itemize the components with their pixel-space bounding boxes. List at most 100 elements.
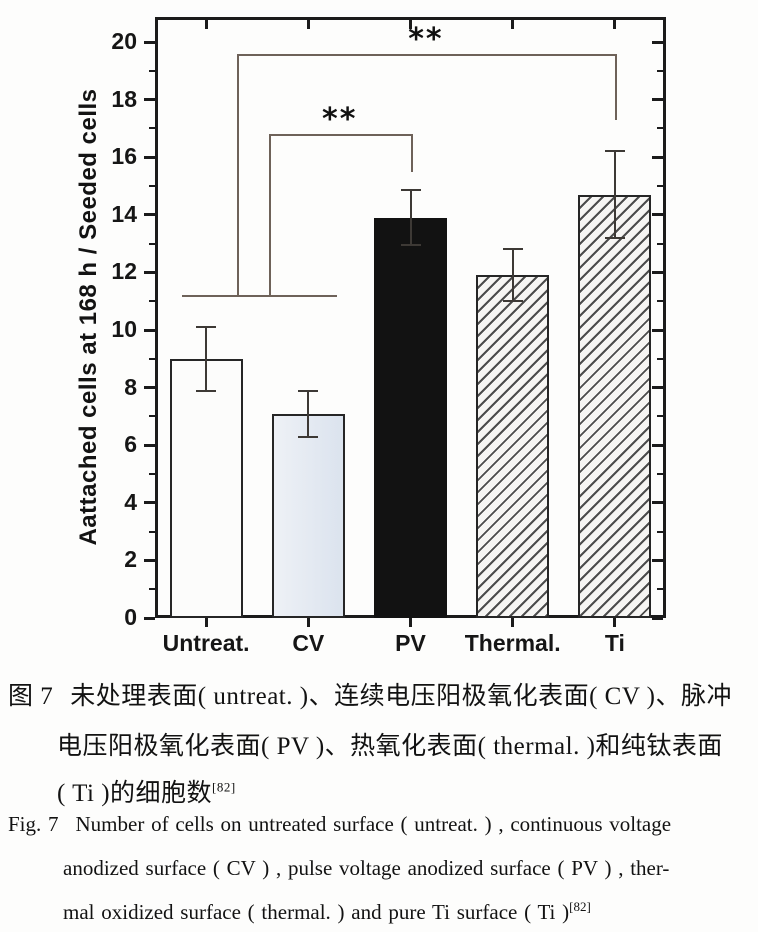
x-tick-bottom (409, 618, 412, 627)
y-tick-left (144, 443, 155, 447)
y-tick-right (657, 69, 663, 72)
error-bar-cap-bottom (196, 389, 217, 392)
y-tick-label: 10 (111, 316, 137, 343)
y-tick-right (657, 473, 663, 475)
error-bar-line (307, 390, 310, 437)
caption-zh-tag: 图 7 (8, 683, 54, 710)
y-tick-label: 2 (124, 546, 137, 573)
y-tick-left (149, 69, 155, 72)
caption-zh-text2: 电压阳极氧化表面( PV )、热氧化表面( thermal. )和纯钛表面 (57, 733, 723, 760)
y-tick-right (652, 270, 663, 274)
caption-zh-text3: ( Ti )的细胞数 (57, 780, 213, 807)
y-tick-left (149, 530, 155, 533)
error-bar-line (511, 249, 514, 302)
bracket-stem-right (410, 134, 413, 172)
bar-untreat (169, 358, 243, 618)
error-bar-cap-bottom (502, 300, 523, 303)
bar-ti (578, 194, 652, 618)
error-bar-cap-top (502, 248, 523, 251)
y-tick-label: 0 (124, 604, 137, 630)
caption-en-line3: mal oxidized surface ( thermal. ) and pu… (63, 899, 591, 925)
error-bar-cap-top (400, 189, 421, 192)
caption-en-line1: Fig. 7 Number of cells on untreated surfa… (8, 812, 671, 837)
x-category-label: Thermal. (464, 630, 561, 656)
y-tick-label: 8 (124, 373, 137, 400)
y-tick-label: 12 (111, 258, 137, 285)
y-tick-left (149, 300, 155, 303)
caption-en-reference: [82] (569, 899, 591, 914)
x-tick-top (204, 20, 208, 29)
y-tick-right (657, 415, 663, 418)
y-tick-right (652, 155, 663, 159)
significance-label: ** (408, 21, 444, 57)
y-tick-right (657, 530, 663, 533)
y-tick-right (652, 616, 663, 620)
y-tick-label: 16 (111, 143, 137, 170)
y-tick-right (657, 300, 663, 303)
y-tick-right (652, 386, 663, 390)
error-bar-cap-bottom (400, 244, 421, 247)
comparison-base-line (182, 295, 337, 298)
y-tick-left (144, 328, 155, 332)
error-bar-cap-top (298, 389, 319, 392)
caption-zh-line3: ( Ti )的细胞数[82] (57, 773, 236, 809)
x-tick-bottom (511, 618, 515, 627)
y-tick-right (652, 213, 663, 217)
bracket-horizontal (269, 134, 413, 137)
error-bar-line (205, 327, 208, 391)
y-tick-right (652, 328, 663, 332)
y-tick-label: 20 (111, 28, 137, 55)
y-tick-left (149, 415, 155, 418)
y-tick-right (652, 501, 663, 505)
bracket-horizontal (237, 53, 617, 56)
caption-en-text3: mal oxidized surface ( thermal. ) and pu… (63, 900, 570, 924)
caption-en-text2: anodized surface ( CV ) , pulse voltage … (63, 856, 670, 880)
error-bar-cap-top (604, 150, 625, 153)
bracket-stem-left (237, 53, 239, 296)
bar-pv (374, 217, 447, 618)
bar-thermal (476, 275, 550, 618)
y-tick-right (657, 357, 663, 360)
error-bar-cap-bottom (298, 435, 319, 438)
bracket-stem-right (614, 53, 617, 120)
y-tick-left (149, 242, 155, 245)
y-tick-left (144, 213, 155, 217)
caption-en-text1: Number of cells on untreated surface ( u… (75, 812, 672, 836)
caption-zh-line2: 电压阳极氧化表面( PV )、热氧化表面( thermal. )和纯钛表面 (57, 726, 723, 762)
y-tick-right (652, 558, 663, 562)
y-tick-right (652, 443, 663, 447)
y-tick-left (149, 185, 155, 188)
caption-en-line2: anodized surface ( CV ) , pulse voltage … (63, 856, 669, 881)
x-category-label: CV (292, 630, 325, 656)
y-tick-right (652, 40, 663, 44)
y-tick-left (149, 588, 155, 591)
x-tick-top (409, 20, 412, 29)
x-category-label: Untreat. (162, 630, 250, 656)
y-tick-left (149, 357, 155, 360)
bar-cv (271, 413, 345, 618)
y-tick-right (657, 185, 663, 188)
caption-en-tag: Fig. 7 (8, 812, 59, 836)
bar-chart: Aattached cells at 168 h / Seeded cells … (75, 17, 666, 656)
y-tick-right (657, 127, 663, 130)
y-tick-left (144, 98, 155, 102)
y-tick-right (652, 98, 663, 102)
x-tick-bottom (613, 618, 617, 627)
x-tick-top (306, 20, 310, 29)
x-tick-bottom (204, 618, 208, 627)
error-bar-cap-top (196, 326, 217, 329)
x-category-label: Ti (604, 630, 625, 656)
significance-label: ** (322, 102, 358, 138)
x-tick-bottom (306, 618, 310, 627)
y-tick-left (144, 616, 155, 620)
y-tick-label: 4 (124, 488, 137, 515)
error-bar-line (409, 190, 412, 246)
y-tick-label: 14 (111, 200, 137, 227)
x-tick-top (613, 20, 617, 29)
y-tick-left (144, 155, 155, 159)
y-tick-right (657, 242, 663, 245)
bracket-stem-left (269, 134, 271, 296)
y-tick-label: 18 (111, 85, 137, 112)
y-tick-left (144, 558, 155, 562)
